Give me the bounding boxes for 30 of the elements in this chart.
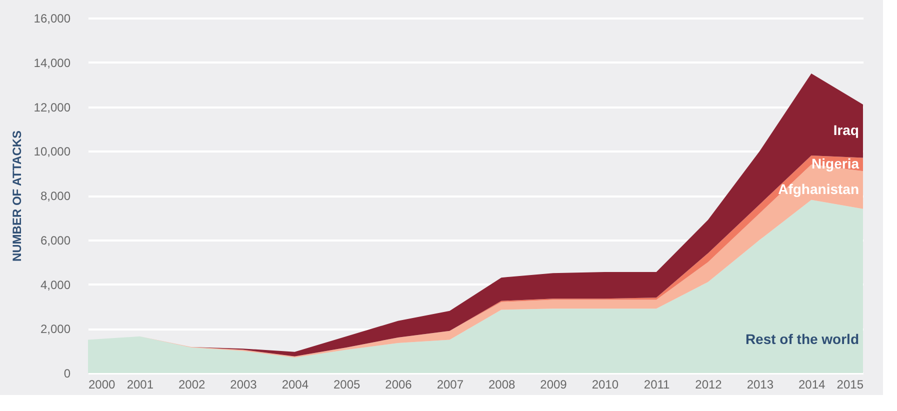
x-tick-label: 2005: [333, 378, 361, 392]
y-tick-label: 8,000: [40, 189, 71, 203]
x-tick-label: 2014: [798, 378, 826, 392]
series-label: Nigeria: [812, 155, 860, 172]
x-tick-label: 2001: [126, 378, 154, 392]
x-tick-label: 2015: [836, 378, 864, 392]
y-tick-label: 10,000: [34, 144, 71, 159]
x-tick-label: 2012: [695, 378, 722, 392]
y-tick-label: 16,000: [34, 12, 71, 26]
y-tick-label: 4,000: [40, 278, 71, 292]
x-tick-label: 2002: [178, 378, 206, 392]
x-tick-label: 2003: [230, 378, 258, 392]
y-tick-label: 0: [64, 366, 71, 380]
y-tick-label: 12,000: [34, 100, 71, 114]
x-tick-label: 2004: [282, 378, 309, 392]
x-tick-label: 2013: [746, 378, 774, 392]
y-tick-label: 2,000: [40, 322, 71, 336]
y-axis-title: NUMBER OF ATTACKS: [10, 130, 24, 262]
x-tick-label: 2011: [644, 378, 670, 392]
x-tick-label: 2006: [385, 378, 412, 392]
x-tick-label: 2009: [540, 378, 568, 392]
x-tick-label: 2010: [592, 378, 619, 392]
x-tick-label: 2007: [436, 378, 464, 392]
series-label: Afghanistan: [778, 180, 859, 197]
x-tick-label: 2008: [488, 378, 516, 392]
series-label: Iraq: [833, 122, 859, 138]
y-tick-label: 14,000: [34, 56, 71, 70]
x-tick-label: 2000: [88, 378, 116, 392]
y-tick-label: 6,000: [40, 233, 71, 248]
series-label: Rest of the world: [745, 331, 859, 348]
